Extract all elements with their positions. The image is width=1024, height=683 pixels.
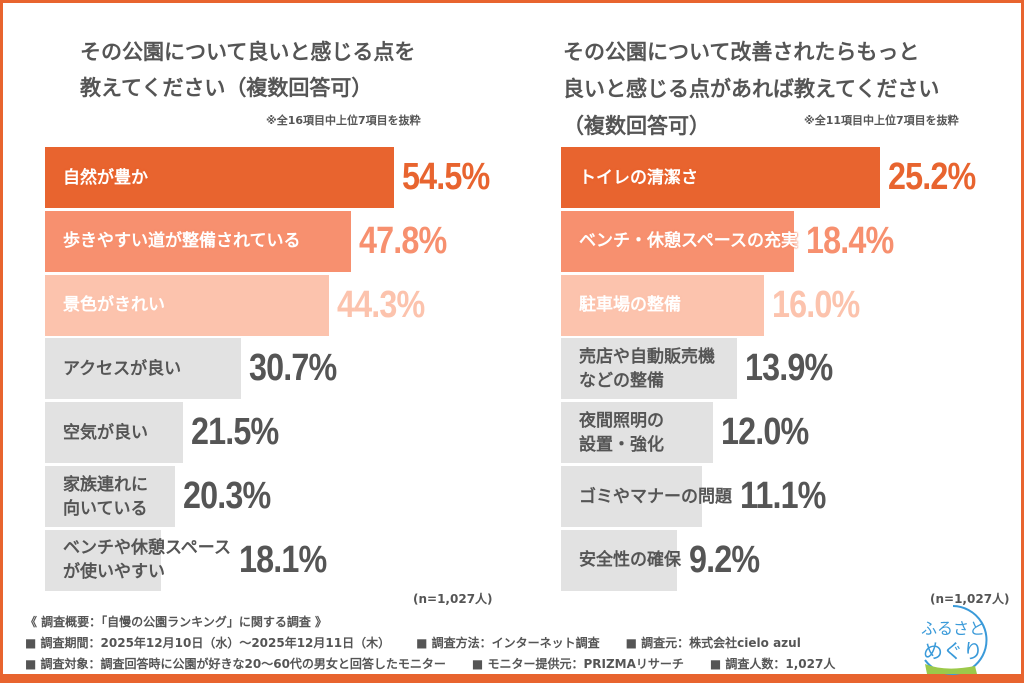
furusato-meguri-logo: ふるさと めぐり [921,605,988,675]
bar-label: ゴミやマナーの問題 [579,486,732,507]
bar-label: 駐車場の整備 [579,295,681,316]
survey-count: ■ 調査人数：1,027人 [709,657,836,671]
bar-row: 駐車場の整備 16.0% [561,274,1001,336]
bar-row: ベンチや休憩スペース が使いやすい 18.1% [45,529,525,591]
bar-row: 夜間照明の 設置・強化 12.0% [561,402,1001,464]
left-chart-note: ※全16項目中上位7項目を抜粋 [266,114,421,127]
survey-period: ■ 調査期間：2025年12月10日（水）～2025年12月11日（木） [25,636,391,650]
bar-label: 家族連れに 向いている [63,474,148,519]
bar [45,274,329,336]
bar-label: ベンチ・休憩スペースの充実 [579,231,798,252]
bar-value-label: 21.5% [190,411,279,454]
left-chart-title: その公園について良いと感じる点を 教えてください（複数回答可） [80,40,416,100]
bar [45,147,394,208]
svg-text:ふるさと: ふるさと [921,619,985,638]
bar-value-label: 18.1% [238,538,327,581]
bar-row: アクセスが良い 30.7% [45,338,525,400]
bar [561,338,737,400]
bar [45,210,351,272]
survey-source: ■ 調査元：株式会社cielo azul [625,636,801,650]
right-sample-size: (n=1,027人) [930,592,1010,606]
bar-label: 安全性の確保 [579,550,681,571]
bar-value-label: 44.3% [336,283,425,326]
bar-label: 売店や自動販売機 などの整備 [579,346,715,391]
bar-label: 夜間照明の 設置・強化 [579,410,664,455]
bar-row: 歩きやすい道が整備されている 47.8% [45,210,525,272]
survey-target: ■ 調査対象：調査回答時に公園が好きな20～60代の男女と回答したモニター [25,657,446,671]
bar-label: アクセスが良い [63,358,182,379]
bar [45,402,183,464]
bar-row: 売店や自動販売機 などの整備 13.9% [561,338,1001,400]
bar-value-label: 18.4% [805,219,894,262]
bar-value-label: 9.2% [689,538,760,581]
bar-row: 景色がきれい 44.3% [45,274,525,336]
bar-value-label: 16.0% [771,283,860,326]
bar [45,529,161,591]
bar-label: 自然が豊か [63,167,148,188]
right-chart-note: ※全11項目中上位7項目を抜粋 [804,114,959,127]
bar-row: ベンチ・休憩スペースの充実 18.4% [561,210,1001,272]
bar-value-label: 25.2% [888,156,976,198]
svg-text:めぐり: めぐり [923,639,983,663]
footer-heading: 《 調査概要：「自慢の公園ランキング」に関する調査 》 [25,615,327,629]
left-bar-chart: 自然が豊か 54.5% 歩きやすい道が整備されている 47.8% 景色がきれい 44.3%… [45,147,525,592]
right-chart-title: その公園について改善されたらもっと 良いと感じる点があれば教えてください （複数… [563,40,940,138]
bar-row: 空気が良い 21.5% [45,402,525,464]
bar-label: トイレの清潔さ [579,167,698,188]
bar-row: 安全性の確保 9.2% [561,529,1001,591]
monitor-provider: ■ モニター提供元：PRIZMAリサーチ [471,657,684,671]
left-sample-size: (n=1,027人) [413,592,493,606]
bar-row: トイレの清潔さ 25.2% [561,147,1001,208]
footer-line-2: ■ 調査対象：調査回答時に公園が好きな20～60代の男女と回答したモニター ■ … [25,655,835,672]
bar-value-label: 12.0% [720,411,809,454]
bar-value-label: 13.9% [744,347,833,390]
bar [45,338,242,400]
bar-value-label: 11.1% [740,475,826,517]
bar-label: 歩きやすい道が整備されている [63,231,301,252]
bar-value-label: 20.3% [182,475,271,517]
bar-value-label: 30.7% [249,347,337,390]
bar-row: ゴミやマナーの問題 11.1% [561,466,1001,527]
bar [561,147,881,208]
right-bar-chart: トイレの清潔さ 25.2% ベンチ・休憩スペースの充実 18.4% 駐車場の整備 16.0… [561,147,1001,592]
bar [561,466,702,527]
bar-row: 自然が豊か 54.5% [45,147,525,208]
bar [561,529,678,591]
bar [561,274,764,336]
bar-row: 家族連れに 向いている 20.3% [45,466,525,527]
survey-method: ■ 調査方法：インターネット調査 [416,636,600,650]
bar-value-label: 47.8% [358,219,447,262]
bar [45,466,175,527]
bar-label: ベンチや休憩スペース が使いやすい [63,538,231,583]
bar-label: 空気が良い [63,422,148,443]
bar [561,210,794,272]
bar [561,402,713,464]
footer-line-1: ■ 調査期間：2025年12月10日（水）～2025年12月11日（木） ■ 調… [25,634,801,651]
bar-label: 景色がきれい [63,295,165,316]
bar-value-label: 54.5% [401,156,490,198]
